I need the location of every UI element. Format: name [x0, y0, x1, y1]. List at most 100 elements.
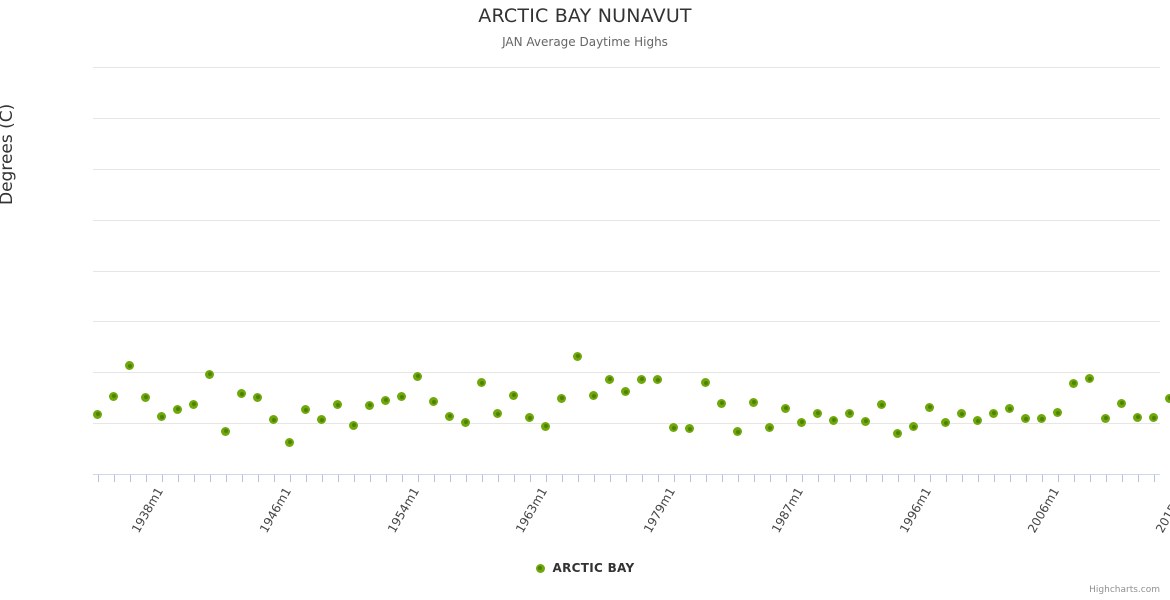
x-axis-tick [785, 475, 787, 482]
data-point[interactable] [701, 378, 710, 388]
data-point[interactable] [1149, 413, 1158, 423]
data-point[interactable] [957, 409, 966, 419]
data-point[interactable] [605, 374, 614, 384]
data-point[interactable] [797, 417, 806, 427]
x-axis-tick [609, 475, 611, 482]
data-point[interactable] [221, 426, 230, 436]
x-axis-tick [1089, 475, 1091, 482]
data-point[interactable] [525, 413, 534, 423]
data-point[interactable] [301, 405, 310, 415]
data-point[interactable] [125, 361, 134, 371]
data-point[interactable] [813, 408, 822, 418]
data-point[interactable] [845, 408, 854, 418]
data-point[interactable] [1165, 393, 1170, 403]
data-point[interactable] [781, 403, 790, 413]
x-axis-tick [625, 475, 627, 482]
data-point[interactable] [989, 408, 998, 418]
data-point[interactable] [365, 400, 374, 410]
data-point[interactable] [941, 418, 950, 428]
data-point[interactable] [637, 374, 646, 384]
x-axis-tick [241, 475, 243, 482]
data-point[interactable] [429, 397, 438, 407]
x-axis-tick [1121, 475, 1123, 482]
data-point[interactable] [717, 398, 726, 408]
x-axis-tick [1073, 475, 1075, 482]
data-point[interactable] [509, 390, 518, 400]
data-point[interactable] [733, 427, 742, 437]
legend-item-label: ARCTIC BAY [552, 561, 635, 575]
legend-item-arctic-bay[interactable]: ARCTIC BAY [535, 561, 635, 575]
x-axis-tick [1105, 475, 1107, 482]
x-axis-tick [433, 475, 435, 482]
data-point[interactable] [349, 420, 358, 430]
data-point[interactable] [1133, 412, 1142, 422]
data-point[interactable] [541, 421, 550, 431]
x-axis-line [93, 474, 1160, 475]
data-point[interactable] [1005, 404, 1014, 414]
x-axis-tick [833, 475, 835, 482]
data-point[interactable] [205, 369, 214, 379]
data-point[interactable] [269, 415, 278, 425]
data-point[interactable] [253, 392, 262, 402]
data-point[interactable] [157, 412, 166, 421]
x-axis-tick [593, 475, 595, 482]
data-point[interactable] [237, 389, 246, 399]
data-point[interactable] [909, 422, 918, 432]
data-point[interactable] [621, 387, 630, 397]
credits-link[interactable]: Highcharts.com [1089, 585, 1160, 595]
data-point[interactable] [1085, 374, 1094, 384]
plot-area [93, 67, 1170, 475]
data-point[interactable] [413, 371, 422, 381]
x-axis-tick [929, 475, 931, 482]
gridline [93, 219, 1160, 221]
data-point[interactable] [285, 437, 294, 447]
data-point[interactable] [573, 351, 582, 361]
data-point[interactable] [557, 393, 566, 403]
data-point[interactable] [1021, 414, 1030, 424]
x-axis-tick [353, 475, 355, 482]
data-point[interactable] [141, 392, 150, 402]
x-axis-tick [449, 475, 451, 482]
data-point[interactable] [477, 378, 486, 388]
data-point[interactable] [973, 416, 982, 426]
x-axis-tick [97, 475, 99, 482]
data-point[interactable] [493, 409, 502, 419]
data-point[interactable] [1037, 414, 1046, 424]
data-point[interactable] [877, 400, 886, 410]
data-point[interactable] [397, 392, 406, 402]
data-point[interactable] [1053, 408, 1062, 418]
data-point[interactable] [317, 415, 326, 425]
x-axis-tick [129, 475, 131, 482]
data-point[interactable] [653, 375, 662, 385]
x-axis-tick [161, 475, 163, 482]
data-point[interactable] [1117, 398, 1126, 408]
x-axis-tick [865, 475, 867, 482]
data-point[interactable] [381, 395, 390, 405]
data-point[interactable] [589, 391, 598, 401]
data-point[interactable] [749, 397, 758, 407]
x-axis-tick [545, 475, 547, 482]
data-point[interactable] [93, 409, 102, 419]
legend: ARCTIC BAY [0, 561, 1170, 575]
data-point[interactable] [1101, 413, 1110, 423]
data-point[interactable] [109, 391, 118, 401]
data-point[interactable] [445, 411, 454, 421]
data-point[interactable] [461, 417, 470, 427]
x-axis-tick [465, 475, 467, 482]
x-axis-tick-label: 1987m1 [768, 485, 806, 536]
x-axis-tick [417, 475, 419, 482]
x-axis-tick [705, 475, 707, 482]
data-point[interactable] [765, 423, 774, 433]
data-point[interactable] [189, 399, 198, 409]
data-point[interactable] [685, 424, 694, 434]
data-point[interactable] [861, 416, 870, 426]
data-point[interactable] [173, 404, 182, 414]
x-axis-tick [961, 475, 963, 482]
data-point[interactable] [925, 402, 934, 412]
data-point[interactable] [333, 400, 342, 410]
data-point[interactable] [893, 428, 902, 438]
data-point[interactable] [669, 423, 678, 433]
x-axis-tick [817, 475, 819, 482]
data-point[interactable] [829, 415, 838, 425]
data-point[interactable] [1069, 378, 1078, 388]
